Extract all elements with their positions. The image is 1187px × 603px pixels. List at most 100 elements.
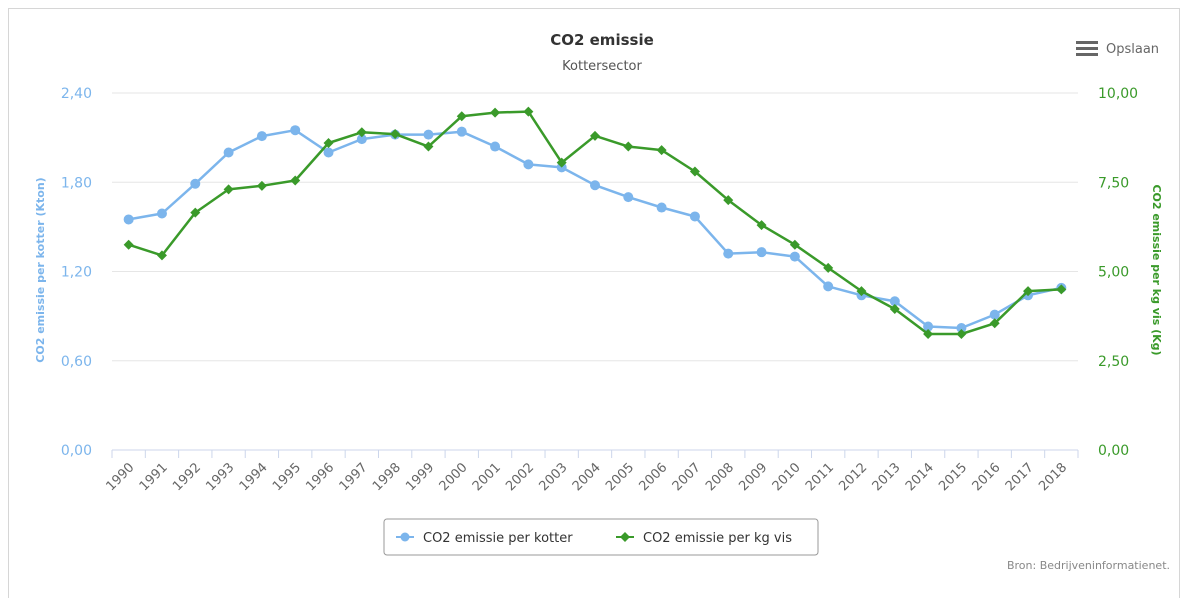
data-point-circle[interactable]	[290, 125, 301, 136]
data-point-circle[interactable]	[456, 126, 467, 137]
data-point-diamond[interactable]	[423, 141, 434, 152]
data-point-circle[interactable]	[323, 147, 334, 158]
series-line-1	[128, 110, 1062, 336]
data-point-diamond[interactable]	[290, 175, 301, 186]
data-point-circle[interactable]	[590, 180, 600, 191]
data-point-diamond[interactable]	[1023, 286, 1034, 297]
data-point-diamond[interactable]	[323, 137, 334, 148]
x-tick-label: 1990	[103, 460, 137, 494]
legend-label-kg-vis: CO2 emissie per kg vis	[643, 531, 792, 546]
right-tick-label: 0,00	[1098, 443, 1129, 459]
x-tick-label: 2001	[470, 460, 504, 494]
chart-title: CO2 emissie	[550, 31, 654, 49]
export-menu-button[interactable]: Opslaan	[1076, 41, 1159, 57]
data-point-diamond[interactable]	[490, 107, 501, 118]
data-point-circle[interactable]	[256, 131, 267, 142]
data-point-diamond[interactable]	[723, 195, 734, 206]
data-point-circle[interactable]	[723, 248, 734, 259]
data-point-diamond[interactable]	[689, 166, 700, 177]
x-tick-label: 2006	[636, 460, 670, 494]
x-tick-label: 2017	[1003, 460, 1037, 494]
x-tick-label: 1994	[237, 460, 271, 494]
data-point-diamond[interactable]	[590, 130, 600, 141]
left-axis-ticks: 0,00 0,60 1,20 1,80 2,40	[61, 86, 92, 459]
series-layer	[123, 106, 1067, 339]
right-tick-label: 2,50	[1098, 354, 1129, 370]
x-tick-label: 2000	[437, 460, 471, 494]
data-point-diamond[interactable]	[223, 184, 234, 195]
chart-container	[8, 8, 1180, 598]
credits[interactable]: Bron: Bedrijveninformatienet.	[1007, 559, 1170, 572]
data-point-circle[interactable]	[156, 208, 167, 219]
data-point-circle[interactable]	[423, 129, 434, 140]
data-point-diamond[interactable]	[756, 220, 767, 231]
x-tick-label: 1999	[403, 460, 437, 494]
data-point-diamond[interactable]	[390, 129, 401, 140]
data-point-diamond[interactable]	[523, 106, 534, 117]
x-tick-label: 1995	[270, 460, 304, 494]
data-point-circle[interactable]	[789, 251, 800, 262]
x-tick-label: 2012	[836, 460, 870, 494]
data-point-diamond[interactable]	[989, 318, 1000, 329]
data-point-circle[interactable]	[823, 281, 834, 292]
data-point-diamond[interactable]	[190, 207, 201, 218]
data-point-diamond[interactable]	[623, 141, 634, 152]
data-point-diamond[interactable]	[889, 303, 900, 314]
data-point-circle[interactable]	[356, 134, 367, 145]
right-axis-ticks: 0,00 2,50 5,00 7,50 10,00	[1098, 86, 1138, 459]
data-point-circle[interactable]	[923, 321, 934, 332]
data-point-circle[interactable]	[656, 202, 667, 213]
data-point-circle[interactable]	[889, 296, 900, 307]
x-tick-label: 2018	[1036, 460, 1070, 494]
data-point-circle[interactable]	[223, 147, 234, 158]
data-point-circle[interactable]	[523, 159, 534, 170]
x-axis-ticks: 1990 1991 1992 1993 1994 1995 1996 1997 1998 1999…	[103, 450, 1079, 494]
x-tick-label: 2015	[936, 460, 970, 494]
x-tick-label: 1992	[170, 460, 204, 494]
data-point-circle[interactable]	[956, 323, 967, 334]
right-tick-label: 7,50	[1098, 175, 1129, 191]
data-point-circle[interactable]	[989, 309, 1000, 320]
x-tick-label: 2007	[670, 460, 704, 494]
left-axis-title: CO2 emissie per kotter (Kton)	[34, 177, 47, 362]
data-point-circle[interactable]	[123, 214, 134, 225]
data-point-diamond[interactable]	[656, 145, 667, 156]
data-point-diamond[interactable]	[823, 262, 834, 273]
x-tick-label: 2004	[570, 460, 604, 494]
x-tick-label: 1993	[203, 460, 237, 494]
right-axis-title: CO2 emissie per kg vis (Kg)	[1150, 184, 1163, 355]
data-point-circle[interactable]	[756, 247, 767, 258]
x-tick-label: 1996	[303, 460, 337, 494]
x-tick-label: 1991	[137, 460, 171, 494]
data-point-diamond[interactable]	[789, 239, 800, 250]
x-tick-label: 2010	[770, 460, 804, 494]
data-point-diamond[interactable]	[1056, 284, 1067, 295]
hamburger-menu-icon	[1076, 41, 1098, 56]
legend-item-kotter[interactable]: CO2 emissie per kotter	[396, 531, 573, 546]
data-point-diamond[interactable]	[156, 250, 167, 261]
x-tick-label: 2013	[870, 460, 904, 494]
data-point-circle[interactable]	[190, 178, 201, 189]
chart-subtitle: Kottersector	[562, 59, 642, 74]
data-point-diamond[interactable]	[956, 328, 967, 339]
data-point-diamond[interactable]	[123, 239, 134, 250]
legend-item-kg-vis[interactable]: CO2 emissie per kg vis	[616, 531, 792, 546]
data-point-diamond[interactable]	[556, 157, 567, 168]
data-point-diamond[interactable]	[356, 127, 367, 138]
left-tick-label: 1,80	[61, 175, 92, 191]
data-point-circle[interactable]	[689, 211, 700, 222]
right-tick-label: 5,00	[1098, 265, 1129, 281]
legend: CO2 emissie per kotter CO2 emissie per k…	[383, 518, 819, 556]
x-tick-label: 2005	[603, 460, 637, 494]
data-point-diamond[interactable]	[856, 286, 867, 297]
x-tick-label: 2003	[537, 460, 571, 494]
data-point-circle[interactable]	[623, 192, 634, 203]
legend-marker-circle	[400, 532, 410, 542]
data-point-diamond[interactable]	[456, 111, 467, 122]
data-point-circle[interactable]	[490, 141, 501, 152]
legend-marker-diamond	[620, 532, 630, 542]
legend-label-kotter: CO2 emissie per kotter	[423, 531, 573, 546]
data-point-diamond[interactable]	[256, 180, 267, 191]
data-point-diamond[interactable]	[923, 328, 934, 339]
